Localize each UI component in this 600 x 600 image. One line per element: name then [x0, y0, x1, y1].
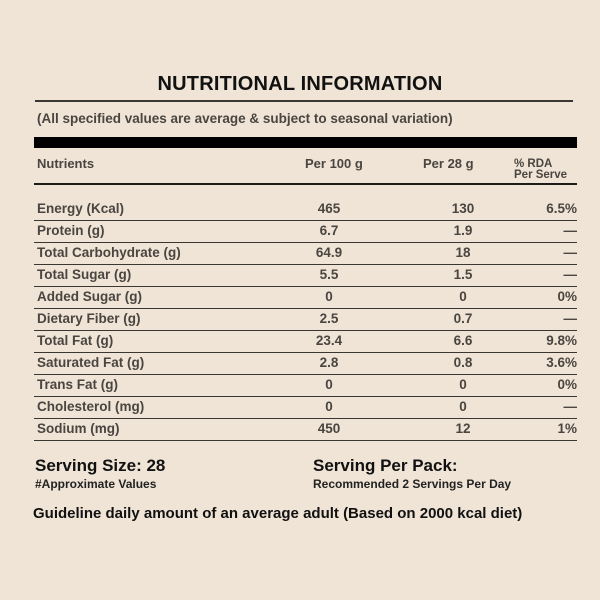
value-per-28g: 12: [455, 421, 471, 436]
value-per-100g: 6.7: [319, 223, 339, 238]
value-per-28g: 0.8: [453, 355, 473, 370]
value-rda: —: [563, 223, 578, 238]
guideline-note: Guideline daily amount of an average adu…: [33, 505, 523, 522]
table-row: Added Sugar (g) 0 0 0%: [34, 287, 577, 309]
value-rda: 3.6%: [546, 355, 577, 370]
value-per-28g: 0: [459, 289, 467, 304]
value-rda: 6.5%: [546, 201, 577, 216]
table-row: Sodium (mg) 450 12 1%: [34, 419, 577, 441]
table-row: Total Sugar (g) 5.5 1.5 —: [34, 265, 577, 287]
nutrient-name: Total Carbohydrate (g): [37, 245, 181, 260]
value-per-100g: 5.5: [319, 267, 339, 282]
value-per-100g: 0: [325, 377, 333, 392]
nutrition-table: Energy (Kcal) 465 130 6.5% Protein (g) 6.7 1.…: [34, 199, 577, 441]
value-rda: —: [563, 267, 578, 282]
value-rda: 9.8%: [546, 333, 577, 348]
column-header-nutrients: Nutrients: [37, 156, 95, 171]
nutrient-name: Dietary Fiber (g): [37, 311, 141, 326]
nutrient-name: Total Fat (g): [37, 333, 114, 348]
table-row: Energy (Kcal) 465 130 6.5%: [34, 199, 577, 221]
column-header-per-100g: Per 100 g: [305, 156, 363, 171]
value-per-28g: 0.7: [453, 311, 473, 326]
divider: [35, 100, 573, 102]
nutrient-name: Cholesterol (mg): [37, 399, 145, 414]
value-rda: —: [563, 399, 578, 414]
table-row: Trans Fat (g) 0 0 0%: [34, 375, 577, 397]
table-row: Protein (g) 6.7 1.9 —: [34, 221, 577, 243]
serving-size: Serving Size: 28: [35, 456, 166, 475]
value-per-100g: 2.8: [319, 355, 339, 370]
nutrient-name: Saturated Fat (g): [37, 355, 145, 370]
value-rda: —: [563, 245, 578, 260]
value-per-100g: 2.5: [319, 311, 339, 326]
column-header-per-28g: Per 28 g: [423, 156, 474, 171]
value-per-28g: 0: [459, 399, 467, 414]
subtitle: (All specified values are average & subj…: [37, 111, 453, 126]
value-rda: 0%: [557, 377, 577, 392]
value-per-100g: 64.9: [315, 245, 343, 260]
column-header-rda: % RDA Per Serve: [514, 158, 568, 181]
rda-line-1: % RDA: [514, 158, 553, 170]
table-row: Dietary Fiber (g) 2.5 0.7 —: [34, 309, 577, 331]
nutrient-name: Sodium (mg): [37, 421, 120, 436]
value-rda: 0%: [557, 289, 577, 304]
recommended-servings: Recommended 2 Servings Per Day: [313, 477, 512, 491]
value-per-28g: 1.9: [453, 223, 473, 238]
value-per-28g: 0: [459, 377, 467, 392]
value-per-100g: 465: [317, 201, 341, 216]
serving-per-pack: Serving Per Pack:: [313, 456, 458, 475]
value-per-28g: 1.5: [453, 267, 473, 282]
page-title: NUTRITIONAL INFORMATION: [157, 73, 443, 95]
value-per-28g: 130: [451, 201, 475, 216]
nutrient-name: Protein (g): [37, 223, 105, 238]
value-per-100g: 0: [325, 399, 333, 414]
rda-line-2: Per Serve: [514, 169, 568, 181]
header-bar: [34, 137, 577, 148]
nutrient-name: Energy (Kcal): [37, 201, 125, 216]
table-row: Cholesterol (mg) 0 0 —: [34, 397, 577, 419]
approximate-note: #Approximate Values: [35, 477, 157, 491]
table-row: Total Carbohydrate (g) 64.9 18 —: [34, 243, 577, 265]
value-rda: 1%: [557, 421, 577, 436]
value-per-100g: 23.4: [315, 333, 343, 348]
divider: [34, 183, 577, 185]
value-per-100g: 450: [317, 421, 341, 436]
nutrient-name: Added Sugar (g): [37, 289, 142, 304]
value-rda: —: [563, 311, 578, 326]
nutrient-name: Total Sugar (g): [37, 267, 132, 282]
value-per-28g: 18: [455, 245, 471, 260]
table-row: Total Fat (g) 23.4 6.6 9.8%: [34, 331, 577, 353]
nutrient-name: Trans Fat (g): [37, 377, 119, 392]
value-per-100g: 0: [325, 289, 333, 304]
value-per-28g: 6.6: [453, 333, 473, 348]
table-row: Saturated Fat (g) 2.8 0.8 3.6%: [34, 353, 577, 375]
